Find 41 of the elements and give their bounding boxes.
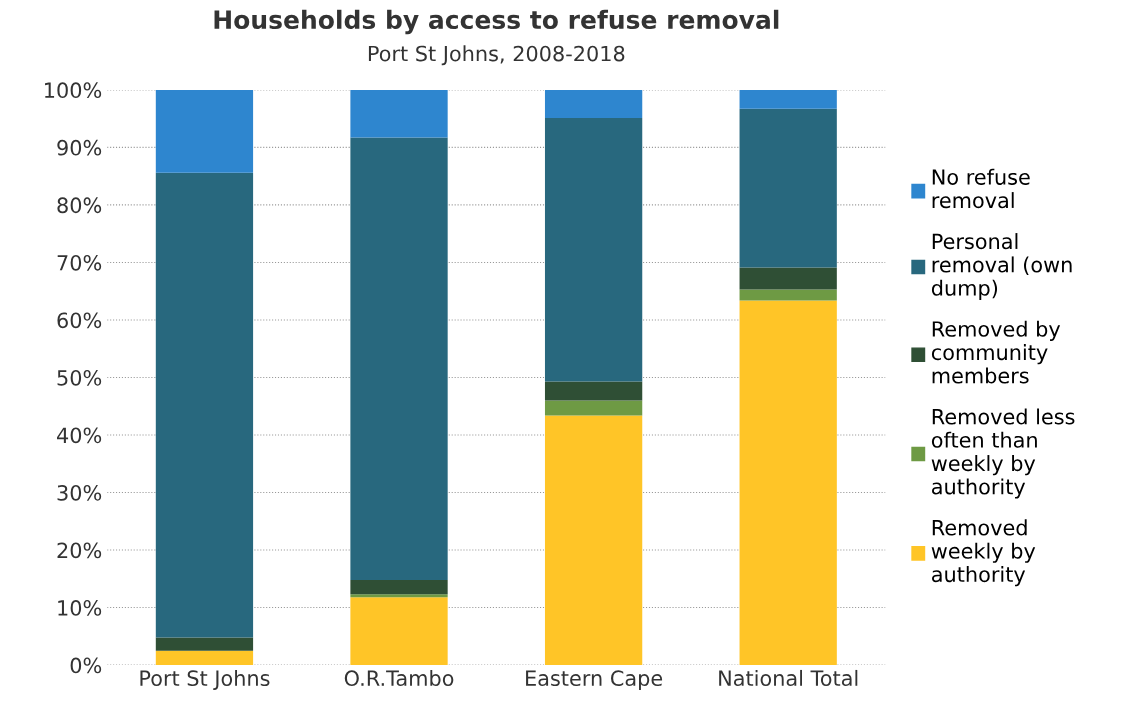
legend-label: Removed less often than weekly by authority bbox=[931, 408, 1075, 499]
y-tick-label: 20% bbox=[57, 542, 102, 559]
bar bbox=[544, 415, 643, 666]
x-tick-label: O.R.Tambo bbox=[344, 669, 454, 687]
bar bbox=[739, 267, 837, 290]
x-tick-label: Port St Johns bbox=[140, 669, 270, 690]
chart-title: Households by access to refuse removal bbox=[214, 9, 779, 35]
bar bbox=[350, 579, 448, 595]
bar bbox=[544, 89, 643, 119]
y-tick-label: 50% bbox=[57, 369, 102, 386]
x-tick-label: National Total bbox=[719, 669, 858, 687]
bar bbox=[350, 597, 448, 666]
y-tick-label: 40% bbox=[57, 427, 102, 444]
bar bbox=[739, 108, 837, 268]
bar bbox=[155, 637, 254, 651]
bar bbox=[155, 89, 254, 173]
chart-subtitle: Port St Johns, 2008-2018 bbox=[368, 45, 625, 66]
bar bbox=[155, 172, 254, 638]
y-tick-label: 70% bbox=[57, 254, 102, 271]
bar bbox=[544, 400, 643, 416]
legend-label: Personal removal (own dump) bbox=[931, 233, 1072, 300]
y-tick-label: 0% bbox=[70, 657, 102, 674]
bar bbox=[350, 594, 448, 598]
y-tick-label: 100% bbox=[45, 82, 102, 99]
bar bbox=[155, 650, 254, 666]
y-tick-label: 60% bbox=[57, 312, 102, 329]
y-tick-label: 10% bbox=[58, 600, 102, 616]
bar bbox=[544, 118, 643, 382]
bar bbox=[350, 137, 448, 580]
y-tick-label: 80% bbox=[57, 197, 102, 214]
x-tick-label: Eastern Cape bbox=[526, 670, 663, 691]
y-tick-label: 30% bbox=[57, 484, 102, 501]
legend-label: Removed weekly by authority bbox=[931, 519, 1036, 587]
legend-label: No refuse removal bbox=[932, 168, 1030, 209]
bar bbox=[739, 300, 837, 666]
y-tick-label: 90% bbox=[57, 139, 102, 156]
bar bbox=[739, 89, 837, 109]
legend-label: Removed by community members bbox=[931, 320, 1061, 384]
bar bbox=[544, 381, 643, 401]
bar bbox=[739, 289, 837, 301]
bar bbox=[350, 89, 448, 138]
